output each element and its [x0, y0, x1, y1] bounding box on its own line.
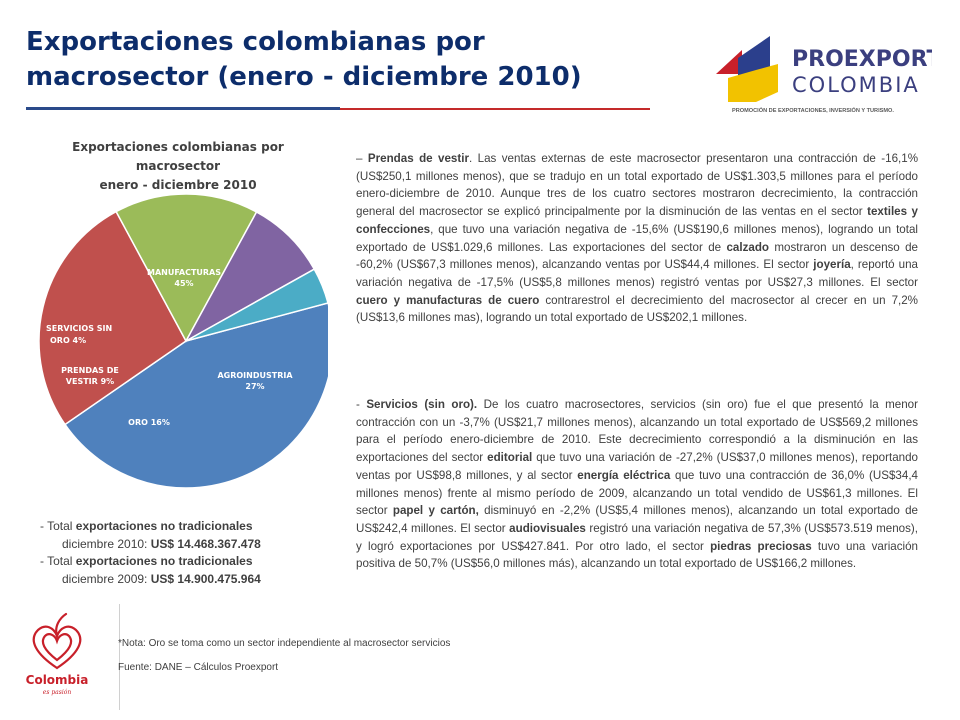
total-2009-value: diciembre 2009: US$ 14.900.475.964 — [62, 571, 261, 586]
colombia-heart-icon — [32, 612, 82, 670]
colombia-word: Colombia — [26, 673, 89, 687]
colombia-brand-logo: Colombia es pasión — [26, 612, 89, 696]
pie-chart-canvas: MANUFACTURAS 45% AGROINDUSTRIA 27% ORO 1… — [38, 193, 328, 489]
proexport-emblem-icon — [716, 36, 778, 102]
label-manufacturas-pct: 45% — [174, 279, 193, 288]
paragraph-prendas: ‒ Prendas de vestir. Las ventas externas… — [356, 152, 919, 325]
chart-title-line1: Exportaciones colombianas por macrosecto… — [72, 140, 284, 173]
pie-slice-servicios-sin-oro — [185, 268, 328, 342]
footnote: *Nota: Oro se toma como un sector indepe… — [118, 638, 451, 649]
label-agroindustria-pct: 27% — [245, 382, 264, 391]
chart-title: Exportaciones colombianas por macrosecto… — [28, 138, 328, 195]
label-prendas-pct: VESTIR 9% — [66, 377, 114, 386]
pie-slice-oro — [115, 193, 258, 343]
totals-block: - Total exportaciones no tradicionales d… — [40, 518, 290, 588]
total-2010-label: - Total exportaciones no tradicionales — [40, 519, 253, 533]
total-2010-value: diciembre 2010: US$ 14.468.367.478 — [62, 536, 261, 551]
divider — [119, 604, 120, 710]
pie-slice-agroindustria — [38, 210, 187, 426]
total-2009-label: - Total exportaciones no tradicionales — [40, 554, 253, 568]
title-underline-blue — [26, 107, 340, 110]
label-servicios-pct: ORO 4% — [50, 336, 86, 345]
pie-slice-manufacturas — [63, 302, 328, 489]
paragraph-servicios: - Servicios (sin oro). De los cuatro mac… — [356, 398, 919, 571]
label-oro: ORO 16% — [128, 418, 170, 427]
logo-tagline: PROMOCIÓN DE EXPORTACIONES, INVERSIÓN Y … — [732, 106, 894, 114]
chart-title-line2: enero - diciembre 2010 — [99, 178, 257, 192]
source-note: Fuente: DANE – Cálculos Proexport — [118, 662, 279, 673]
logo-word-colombia: COLOMBIA — [792, 73, 920, 97]
title-underline-red — [340, 108, 650, 110]
logo-word-proexport: PROEXPORT — [792, 47, 932, 72]
label-manufacturas-name: MANUFACTURAS — [147, 268, 221, 277]
pie-chart: MANUFACTURAS 45% AGROINDUSTRIA 27% ORO 1… — [28, 128, 328, 510]
pie-slice-prendas-de-vestir — [184, 210, 316, 343]
label-agroindustria-name: AGROINDUSTRIA — [217, 371, 293, 380]
label-servicios-name: SERVICIOS SIN — [46, 324, 112, 333]
proexport-logo: PROEXPORT COLOMBIA PROMOCIÓN DE EXPORTAC… — [716, 36, 932, 114]
colombia-slogan: es pasión — [43, 689, 72, 696]
page-title: Exportaciones colombianas por macrosecto… — [26, 27, 582, 92]
label-prendas-name: PRENDAS DE — [61, 366, 119, 375]
